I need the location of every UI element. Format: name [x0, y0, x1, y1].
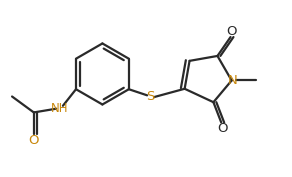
Text: S: S — [147, 90, 155, 103]
Text: O: O — [29, 134, 39, 147]
Text: O: O — [217, 122, 227, 135]
Text: O: O — [227, 25, 237, 38]
Text: NH: NH — [51, 102, 69, 115]
Text: N: N — [228, 74, 238, 87]
